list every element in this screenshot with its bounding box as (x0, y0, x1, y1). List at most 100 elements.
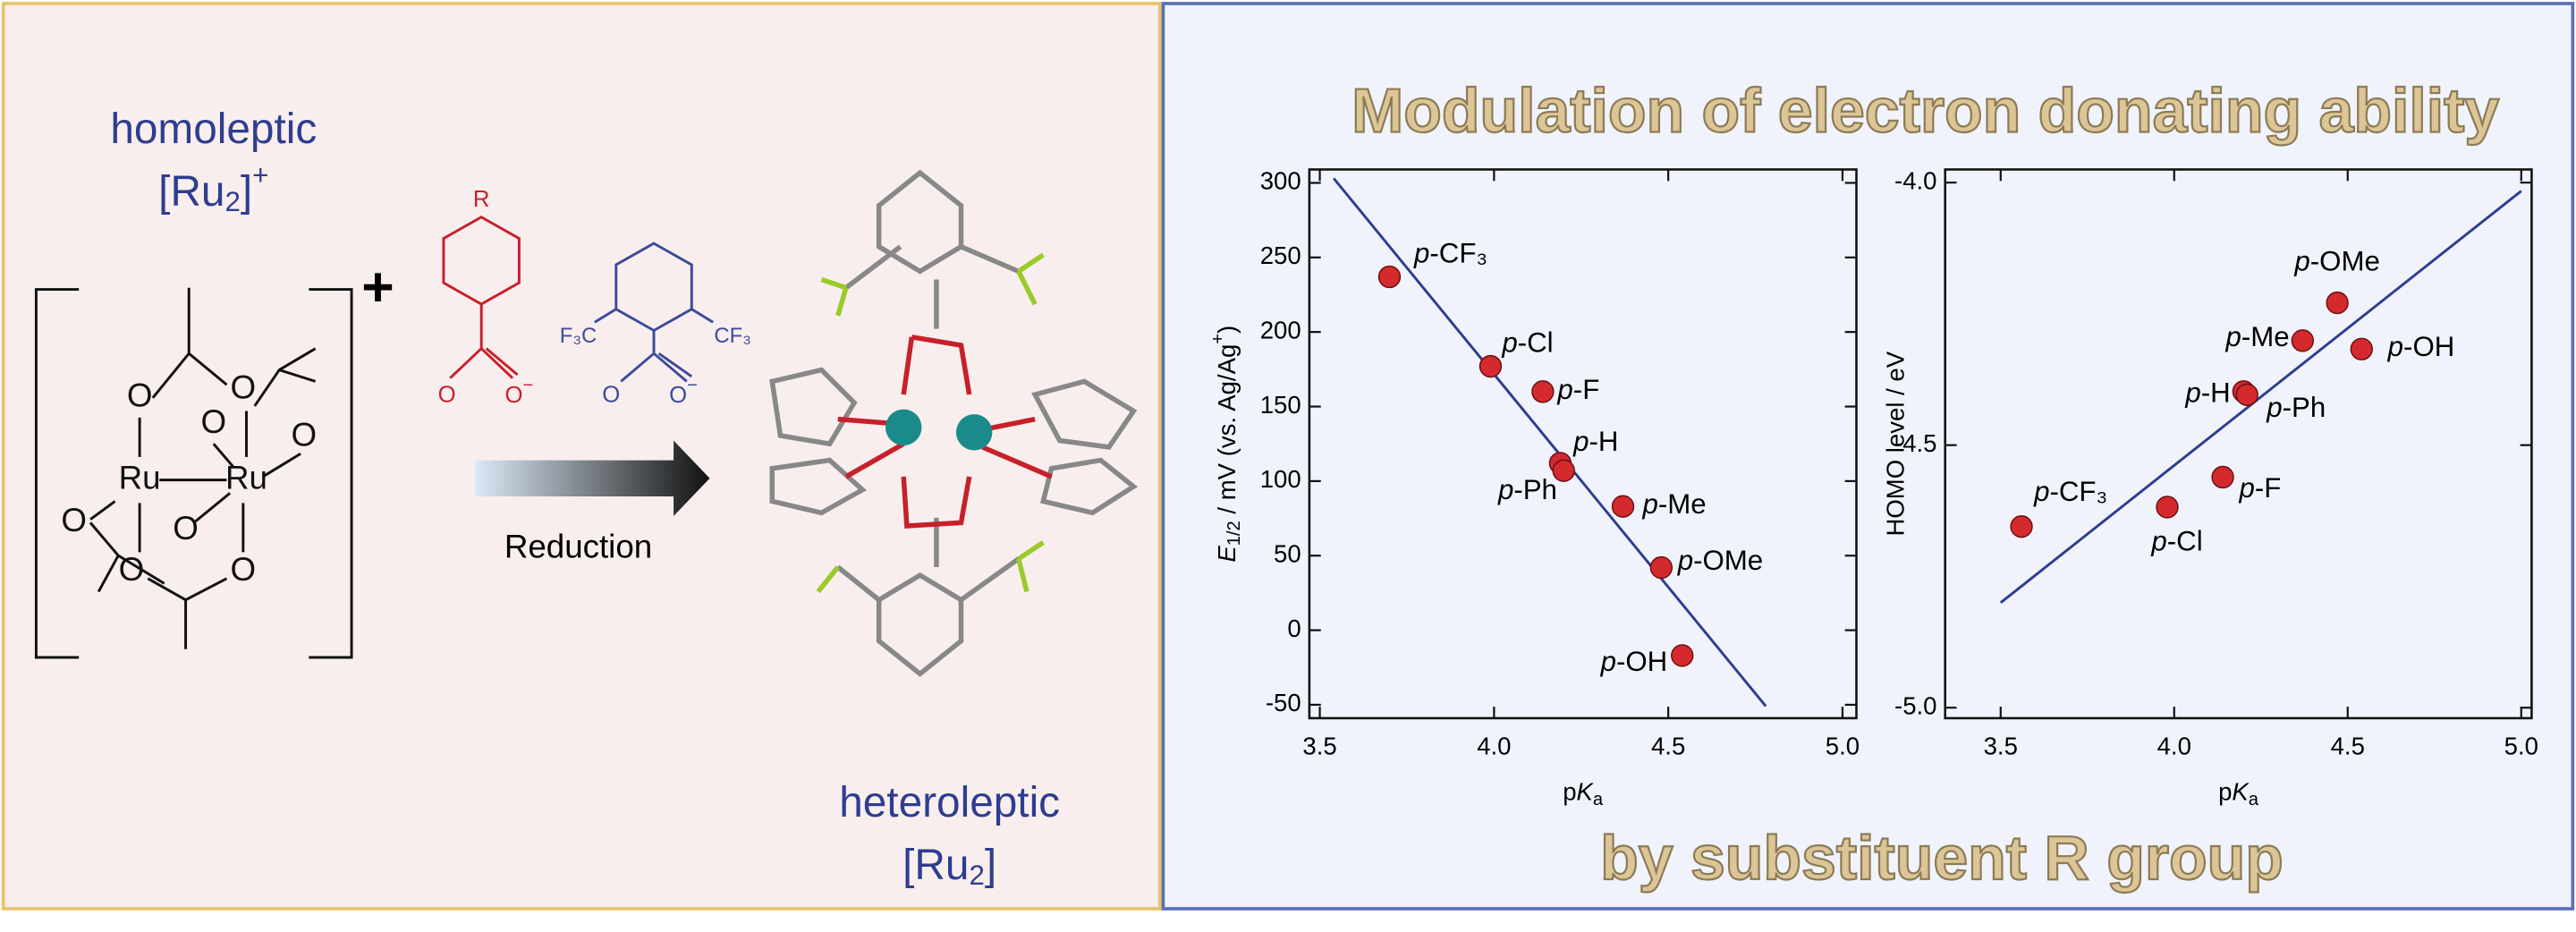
heteroleptic-formula: [Ru2] (902, 842, 996, 892)
y-tick-label: -50 (1266, 689, 1301, 716)
homoleptic-label: homoleptic (110, 106, 317, 153)
atom: O (61, 502, 87, 538)
title-top: Modulation of electron donating ability (1352, 75, 2499, 145)
label-part: / mV (vs. Ag/Ag (1213, 344, 1241, 521)
point-label: p-H (2184, 377, 2230, 409)
y-tick-label: 50 (1274, 540, 1301, 568)
y-tick-label: 100 (1260, 465, 1301, 493)
axis-label: E1/2 / mV (vs. Ag/Ag+) (1208, 326, 1244, 563)
atom: O (200, 403, 226, 440)
x-tick-label: 4.5 (2331, 732, 2365, 759)
x-tick-label: 3.5 (1302, 732, 1336, 759)
data-point (2010, 514, 2033, 538)
fit-line (1333, 177, 1767, 707)
axis-label: pKa (1563, 778, 1604, 809)
heteroleptic-label: heteroleptic (839, 779, 1060, 826)
point-label: p-CF₃ (1413, 238, 1487, 269)
y-tick-label: 250 (1260, 241, 1301, 269)
title-bottom: by substituent R group (1600, 823, 2284, 893)
point-label: p-OMe (2293, 246, 2379, 277)
atom: O (602, 383, 620, 408)
x-tick-label: 4.5 (1651, 732, 1685, 759)
axis-label: pKa (2218, 778, 2259, 809)
atom: O (231, 551, 257, 588)
label-part: p (1563, 778, 1576, 806)
label-part: p (2218, 778, 2232, 806)
label-part: + (1208, 334, 1228, 344)
label-part: K (2232, 778, 2250, 806)
atom: Ru (225, 459, 267, 496)
data-point (1531, 380, 1555, 403)
label-part: HOMO level / eV (1882, 351, 1910, 536)
y-tick-label: 300 (1260, 167, 1301, 195)
data-point (2156, 496, 2179, 519)
data-point (1611, 495, 1635, 518)
atom: O (292, 417, 318, 453)
data-point (1649, 555, 1674, 580)
formula-part: ] (985, 842, 996, 889)
ligand-a (442, 216, 521, 379)
crystal-structure (769, 169, 1139, 677)
atom: O− (505, 376, 534, 407)
atom: O (231, 369, 257, 405)
atom: O (127, 377, 153, 413)
formula-part: ] (241, 168, 252, 216)
bonds (594, 308, 714, 383)
right-panel (1161, 2, 2575, 911)
point-label: p-H (1572, 426, 1618, 457)
reduction-label: Reduction (504, 528, 652, 564)
substituent: R (473, 187, 490, 212)
label-part: ) (1213, 326, 1241, 334)
x-tick-label: 5.0 (2504, 732, 2538, 759)
x-tick-label: 4.0 (2157, 732, 2191, 759)
label-part: K (1577, 778, 1595, 806)
charge: − (523, 376, 534, 395)
plot-frame (1944, 168, 2533, 720)
formula-part: + (252, 160, 268, 191)
label-part: a (1593, 790, 1604, 809)
point-label: p-OH (1600, 646, 1668, 677)
atom: O (173, 510, 199, 546)
point-label: p-Me (1642, 488, 1707, 520)
data-point (1479, 354, 1503, 378)
data-point (2211, 465, 2234, 489)
fit-line (1999, 190, 2522, 604)
data-point (1377, 265, 1402, 289)
point-label: p-OMe (1677, 545, 1763, 576)
reaction-arrow (474, 440, 710, 517)
data-point (1671, 644, 1694, 667)
atom: O (438, 383, 456, 408)
point-label: p-Me (2224, 321, 2289, 352)
homoleptic-structure: O O O O O O O O Ru Ru (34, 287, 353, 659)
point-label: p-Cl (2150, 526, 2202, 557)
y-tick-label: -4.0 (1894, 166, 1936, 194)
formula-part: 2 (969, 860, 984, 891)
data-point (2350, 337, 2373, 360)
point-label: p-Ph (1497, 474, 1557, 505)
atom-symbol: O (505, 383, 523, 408)
label-part: a (2249, 790, 2259, 809)
data-point (1552, 459, 1575, 482)
y-tick-label: -4.5 (1894, 429, 1936, 457)
y-tick-label: 150 (1260, 391, 1301, 419)
y-tick-label: -5.0 (1894, 691, 1936, 719)
data-point (2326, 291, 2349, 315)
point-label: p-F (2238, 472, 2281, 504)
charge: − (687, 376, 698, 395)
homoleptic-formula: [Ru2]+ (158, 160, 268, 217)
data-point (2291, 329, 2315, 352)
x-tick-label: 3.5 (1984, 732, 2018, 759)
group: CF₃ (714, 324, 751, 348)
left-panel (1, 2, 1162, 911)
group: F₃C (560, 324, 597, 348)
label-part: 1/2 (1225, 521, 1245, 546)
atom: Ru (119, 459, 161, 496)
point-label: p-F (1556, 374, 1599, 405)
formula-part: [Ru (158, 168, 225, 216)
point-label: p-CF₃ (2033, 476, 2107, 507)
atom-symbol: O (669, 383, 687, 408)
plot-frame (1308, 168, 1858, 720)
data-point (2235, 383, 2258, 406)
plus-sign: + (361, 256, 394, 318)
